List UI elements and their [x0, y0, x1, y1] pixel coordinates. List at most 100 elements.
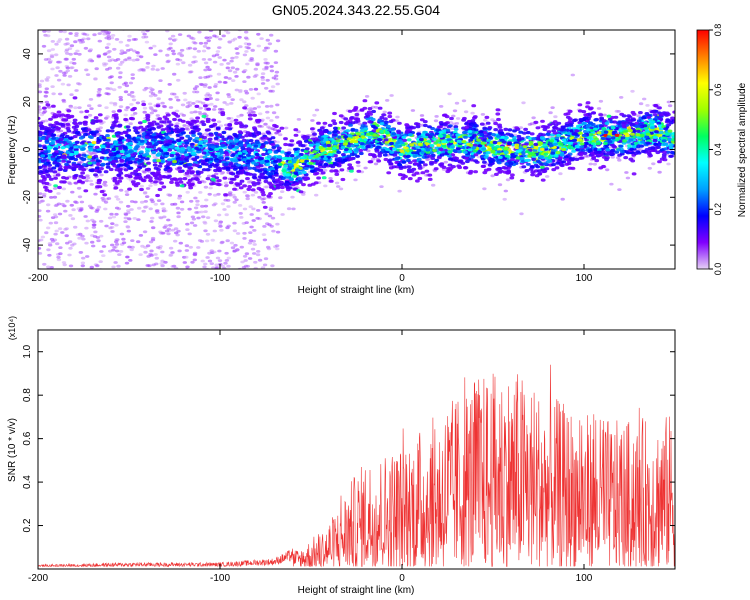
spectral-blob — [127, 34, 132, 38]
spectral-blob — [482, 126, 488, 130]
spectral-blob — [175, 206, 181, 210]
spectral-blob — [220, 202, 226, 206]
spectral-blob — [355, 109, 361, 113]
spectral-blob — [125, 125, 131, 129]
spectral-blob — [129, 103, 134, 106]
spectral-blob — [111, 110, 116, 113]
spectral-blob — [93, 116, 99, 120]
spectral-blob — [173, 266, 179, 269]
spectral-blob — [174, 109, 180, 113]
spectral-blob — [415, 179, 420, 183]
spectral-blob — [218, 37, 223, 41]
spectral-blob — [663, 142, 669, 146]
spectral-blob — [97, 119, 103, 123]
spectral-blob — [48, 169, 54, 173]
spectral-blob — [349, 116, 355, 120]
spectral-blob — [310, 119, 315, 122]
spectral-blob — [57, 167, 63, 172]
spectral-blob — [262, 263, 268, 267]
spectral-blob — [439, 105, 444, 108]
spectral-blob — [191, 60, 196, 64]
spectral-blob — [181, 271, 185, 274]
spectral-blob — [667, 138, 673, 142]
spectral-blob — [79, 208, 84, 212]
spectral-blob — [128, 48, 134, 51]
spectral-blob — [197, 30, 202, 34]
spectral-blob — [187, 104, 192, 107]
spectral-blob — [336, 185, 341, 188]
spectral-blob — [245, 197, 250, 201]
spectral-blob — [99, 250, 104, 253]
spectral-blob — [604, 152, 610, 156]
spectral-blob — [61, 187, 66, 191]
spectral-blob — [164, 229, 170, 233]
spectral-blob — [252, 243, 257, 246]
spectral-blob — [490, 174, 495, 178]
spectral-blob — [64, 48, 70, 52]
spectral-blob — [145, 195, 150, 199]
spectral-blob — [223, 81, 228, 84]
spectral-blob — [457, 165, 463, 170]
spectral-blob — [255, 62, 260, 66]
spectral-blob — [480, 113, 486, 116]
spectral-blob — [244, 91, 250, 95]
spectral-blob — [165, 60, 170, 64]
spectral-blob — [376, 159, 382, 163]
spectral-blob — [253, 191, 259, 194]
spectral-blob — [177, 177, 183, 181]
spectral-blob — [182, 91, 187, 95]
spectral-blob — [262, 67, 267, 71]
spectral-blob — [172, 117, 177, 122]
spectral-blob — [144, 205, 149, 209]
spectral-blob — [275, 103, 280, 107]
spectral-blob — [38, 111, 41, 114]
spectral-blob — [39, 127, 45, 131]
spectral-blob — [242, 254, 248, 258]
spectral-blob — [38, 218, 43, 222]
spectral-blob — [244, 221, 249, 225]
spectral-blob — [264, 86, 269, 90]
spectral-blob — [66, 109, 72, 113]
spectral-blob — [353, 106, 359, 110]
spectral-blob — [232, 229, 238, 233]
spectral-blob — [166, 232, 171, 236]
spectral-blob — [123, 216, 128, 220]
spectral-blob — [271, 229, 276, 233]
spectral-blob — [258, 112, 263, 116]
spectral-blob — [101, 245, 107, 248]
spectral-blob — [54, 42, 59, 46]
spectral-blob — [81, 256, 86, 260]
spectral-blob — [88, 48, 94, 52]
spectral-blob — [121, 237, 126, 241]
spectral-blob — [160, 128, 166, 132]
spectral-blob — [247, 117, 253, 121]
spectral-blob — [79, 200, 85, 204]
spectral-blob — [275, 247, 280, 251]
spectral-blob — [155, 193, 161, 198]
spectral-blob — [560, 197, 565, 201]
spectral-blob — [195, 203, 200, 207]
spectral-blob — [52, 170, 58, 174]
spectral-blob — [630, 89, 635, 93]
spectral-blob — [252, 229, 257, 232]
spectral-blob — [206, 46, 211, 50]
spectral-blob — [142, 88, 147, 92]
spectral-blob — [244, 30, 249, 34]
spectral-blob — [270, 216, 276, 220]
spectral-blob — [136, 218, 141, 222]
spectral-blob — [218, 224, 223, 228]
spectral-blob — [358, 151, 364, 156]
spectral-blob — [447, 154, 452, 158]
spectral-blob — [78, 251, 83, 254]
spectral-blob — [53, 221, 59, 225]
spectral-blob — [46, 265, 51, 269]
spectral-blob — [65, 122, 71, 126]
spectral-blob — [231, 25, 235, 28]
spectral-blob — [411, 126, 416, 130]
spectral-blob — [153, 202, 158, 206]
spectral-blob — [208, 186, 213, 190]
spectral-blob — [81, 157, 86, 161]
spectral-blob — [525, 131, 531, 135]
spectral-blob — [540, 119, 545, 123]
